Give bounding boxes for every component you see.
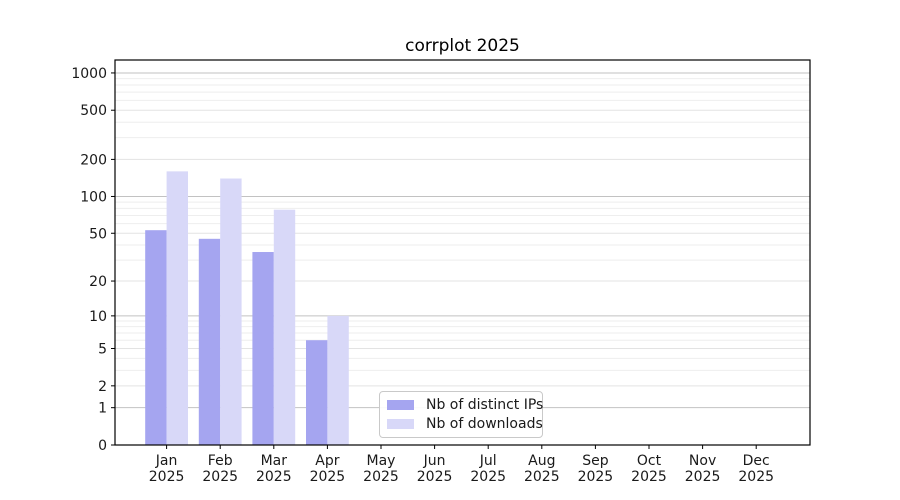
plot-border: [114, 59, 811, 446]
x-tick-label: Oct 2025: [631, 453, 667, 485]
legend-label: Nb of downloads: [426, 416, 543, 432]
x-tick-label: Aug 2025: [524, 453, 560, 485]
y-tick-label: 5: [98, 342, 107, 358]
y-tick-label: 10: [89, 309, 107, 325]
x-tick-label: Nov 2025: [685, 453, 721, 485]
x-tick-label: May 2025: [363, 453, 399, 485]
y-tick-label: 0: [98, 438, 107, 454]
bar: [273, 209, 296, 445]
legend-swatch: [387, 419, 414, 429]
x-tick-label: Feb 2025: [202, 453, 238, 485]
x-tick-label: Jul 2025: [470, 453, 506, 485]
y-tick-label: 200: [80, 152, 107, 168]
y-tick-label: 2: [98, 379, 107, 395]
y-tick-label: 1000: [71, 66, 107, 82]
y-tick-label: 20: [89, 274, 107, 290]
x-tick-label: Dec 2025: [738, 453, 774, 485]
y-tick-label: 500: [80, 103, 107, 119]
bar: [145, 230, 167, 445]
x-tick-label: Sep 2025: [578, 453, 614, 485]
bar: [166, 171, 188, 446]
bar: [252, 252, 274, 445]
y-tick-label: 50: [89, 226, 107, 242]
y-tick-label: 1: [98, 401, 107, 417]
legend-item: Nb of downloads: [387, 416, 543, 432]
chart-title: corrplot 2025: [405, 36, 520, 56]
y-tick-label: 100: [80, 189, 107, 205]
x-tick-label: Jan 2025: [149, 453, 185, 485]
x-tick-label: Apr 2025: [310, 453, 346, 485]
legend-label: Nb of distinct IPs: [426, 397, 544, 413]
legend: Nb of distinct IPs Nb of downloads: [379, 391, 543, 438]
legend-item: Nb of distinct IPs: [387, 397, 543, 413]
bar: [220, 178, 242, 445]
bar: [327, 315, 349, 445]
x-tick-label: Mar 2025: [256, 453, 292, 485]
x-tick-label: Jun 2025: [417, 453, 453, 485]
legend-swatch: [387, 400, 414, 410]
bar: [198, 238, 221, 445]
bar: [306, 340, 328, 445]
